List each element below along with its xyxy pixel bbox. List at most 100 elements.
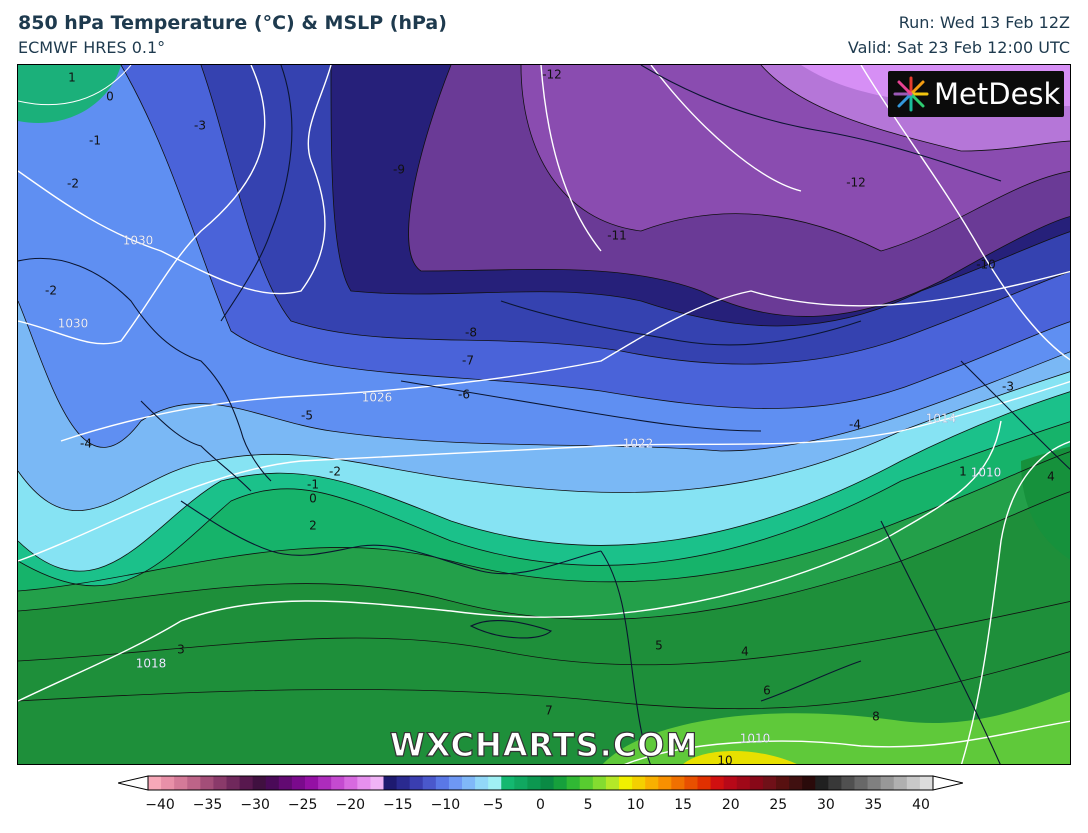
watermark: WXCHARTS.COM xyxy=(389,725,699,764)
colorbar-swatch-5 xyxy=(213,776,228,790)
colorbar-swatch-14 xyxy=(331,776,345,790)
colorbar-swatch-8 xyxy=(252,776,267,790)
temperature-label-16: -1 xyxy=(307,478,319,492)
temperature-label-14: -2 xyxy=(329,465,341,479)
band-nw-warm xyxy=(18,65,121,123)
metdesk-logo-icon xyxy=(893,76,929,112)
temperature-label-20: 1 xyxy=(959,465,967,479)
temperature-colorbar xyxy=(118,775,963,791)
chart-title: 850 hPa Temperature (°C) & MSLP (hPa) xyxy=(18,12,447,34)
colorbar-high-arrow xyxy=(932,775,963,791)
temperature-label-23: 4 xyxy=(741,645,749,659)
colorbar-tick-1: −35 xyxy=(192,797,223,813)
pressure-label-2: 1026 xyxy=(362,391,393,405)
colorbar-swatch-44 xyxy=(723,776,738,790)
colorbar-swatch-1 xyxy=(161,776,175,790)
colorbar-swatch-33 xyxy=(579,776,594,790)
temperature-label-4: -9 xyxy=(393,163,405,177)
temperature-label-1: -12 xyxy=(846,176,866,190)
colorbar-swatch-22 xyxy=(435,776,450,790)
colorbar-swatch-49 xyxy=(789,776,803,790)
band-10 xyxy=(683,751,797,764)
colorbar-outline xyxy=(147,775,934,791)
colorbar-swatch-7 xyxy=(239,776,254,790)
colorbar-swatch-28 xyxy=(514,776,529,790)
metdesk-logo-text: MetDesk xyxy=(934,77,1061,111)
isobars xyxy=(18,65,1070,764)
temperature-label-26: 6 xyxy=(763,684,771,698)
colorbar-tick-15: 35 xyxy=(864,797,883,813)
colorbar-low-arrow xyxy=(118,775,149,791)
colorbar-tick-5: −15 xyxy=(383,797,413,813)
colorbar-swatch-12 xyxy=(305,776,319,790)
temperature-label-21: 2 xyxy=(309,519,317,533)
colorbar-swatch-36 xyxy=(619,776,633,790)
colorbar-swatch-25 xyxy=(475,776,489,790)
colorbar-swatch-6 xyxy=(226,776,241,790)
colorbar-swatch-48 xyxy=(776,776,790,790)
colorbar-swatch-29 xyxy=(527,776,542,790)
colorbar-swatch-53 xyxy=(841,776,856,790)
colorbar-tick-12: 20 xyxy=(721,797,740,813)
temperature-label-10: -3 xyxy=(1002,380,1014,394)
temperature-label-11: -3 xyxy=(194,119,206,133)
colorbar-tick-7: −5 xyxy=(482,797,504,813)
colorbar-tick-10: 10 xyxy=(626,797,645,813)
colorbar-swatch-41 xyxy=(684,776,699,790)
pressure-label-4: 1018 xyxy=(136,657,167,671)
colorbar-swatch-34 xyxy=(592,776,607,790)
coastlines xyxy=(18,65,1070,764)
map-canvas: -12-12-11-10-9-8-7-6-5-4-3-3-2-2-2-1-100… xyxy=(18,65,1070,766)
band-8 xyxy=(603,691,1070,764)
colorbar-swatch-47 xyxy=(762,776,777,790)
temperature-label-18: 0 xyxy=(309,492,317,506)
temperature-label-22: 3 xyxy=(177,643,185,657)
colorbar-tick-16: 40 xyxy=(912,797,930,813)
colorbar-swatch-19 xyxy=(396,776,411,790)
colorbar-swatch-37 xyxy=(632,776,646,790)
temperature-label-0: -12 xyxy=(542,68,562,82)
colorbar-swatch-45 xyxy=(736,776,751,790)
pressure-label-7: 1010 xyxy=(740,732,771,746)
colorbar-swatch-52 xyxy=(828,776,843,790)
weather-map: -12 -12 -11 -10 -9 -8 -7 -6 -5 -4 -3 -3 -2 -2 -2 -1 -1 0 0… xyxy=(17,64,1071,765)
temperature-label-29: 10 xyxy=(717,754,732,766)
temperature-labels: -12-12-11-10-9-8-7-6-5-4-3-3-2-2-2-1-100… xyxy=(45,68,1055,766)
colorbar-swatch-26 xyxy=(488,776,502,790)
colorbar-swatch-16 xyxy=(357,776,372,790)
metdesk-logo: MetDesk xyxy=(888,71,1064,117)
temperature-label-3: -10 xyxy=(976,258,996,272)
colorbar-swatch-9 xyxy=(265,776,280,790)
colorbar-swatch-23 xyxy=(448,776,463,790)
colorbar-swatch-2 xyxy=(174,776,188,790)
colorbar-swatch-24 xyxy=(462,776,476,790)
colorbar-swatch-13 xyxy=(318,776,332,790)
temperature-label-8: -5 xyxy=(301,409,313,423)
colorbar-tick-labels: −40 −35 −30 −25 −20 −15 −10 −5 0 5 10 15 20 25 30 35 40 xyxy=(0,797,1088,817)
temperature-label-12: -2 xyxy=(67,177,79,191)
pressure-label-3: 1022 xyxy=(623,437,654,451)
colorbar-swatch-30 xyxy=(540,776,555,790)
colorbar-swatch-35 xyxy=(605,776,620,790)
temperature-label-28: 8 xyxy=(872,710,880,724)
temperature-label-19: 1 xyxy=(68,71,76,85)
colorbar-swatch-21 xyxy=(422,776,437,790)
colorbar-tick-0: −40 xyxy=(145,797,175,813)
colorbar-swatch-11 xyxy=(291,776,306,790)
colorbar-swatch-42 xyxy=(697,776,712,790)
valid-time: Valid: Sat 23 Feb 12:00 UTC xyxy=(847,38,1070,57)
colorbar-swatch-32 xyxy=(566,776,581,790)
colorbar-tick-3: −25 xyxy=(287,797,318,813)
pressure-label-0: 1030 xyxy=(123,234,154,248)
colorbar-swatch-56 xyxy=(880,776,895,790)
colorbar-swatch-46 xyxy=(749,776,764,790)
colorbar-tick-8: 0 xyxy=(536,797,545,813)
colorbar-swatch-57 xyxy=(893,776,908,790)
temperature-label-25: 5 xyxy=(655,639,663,653)
temperature-label-2: -11 xyxy=(607,229,627,243)
colorbar-swatch-20 xyxy=(409,776,424,790)
colorbar-tick-13: 25 xyxy=(769,797,788,813)
colorbar-swatch-31 xyxy=(553,776,568,790)
colorbar-swatch-17 xyxy=(370,776,385,790)
colorbar-tick-6: −10 xyxy=(430,797,461,813)
